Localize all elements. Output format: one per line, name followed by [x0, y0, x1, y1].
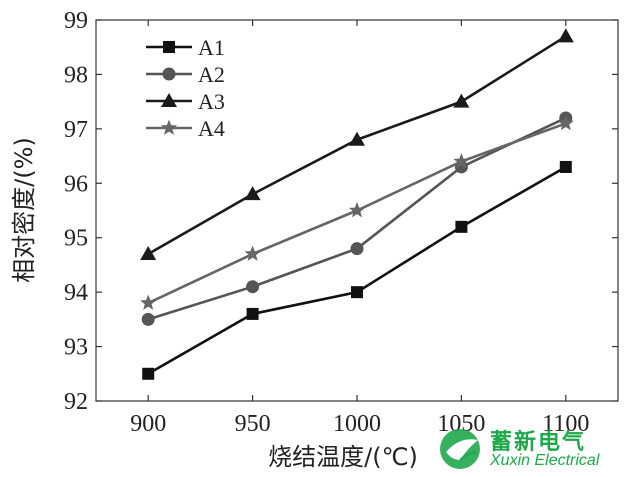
data-point-A2: [141, 312, 155, 326]
y-axis-label: 相对密度/(%): [10, 137, 38, 283]
data-point-A2: [350, 242, 364, 256]
legend-item-A2: A2: [146, 62, 225, 87]
legend-label: A2: [198, 62, 225, 87]
y-tick-label: 97: [64, 117, 88, 143]
data-point-A1: [351, 286, 363, 299]
x-tick-label: 900: [130, 411, 166, 437]
data-point-A3: [349, 131, 365, 146]
data-point-A4: [140, 294, 157, 310]
series-A1: [142, 160, 572, 380]
data-point-A1: [559, 160, 572, 173]
data-point-A3: [140, 246, 157, 261]
legend-label: A3: [198, 89, 225, 114]
x-tick-label: 950: [235, 411, 271, 437]
data-point-A2: [246, 280, 260, 294]
data-point-A3: [557, 28, 574, 43]
series-A3: [140, 28, 574, 261]
legend-label: A1: [198, 35, 225, 60]
legend-item-A3: A3: [146, 89, 225, 114]
legend-item-A1: A1: [146, 35, 225, 60]
leaf-logo-icon: [440, 429, 480, 469]
series-line-A1: [147, 165, 567, 375]
data-point-A4: [557, 114, 574, 131]
legend-marker: [163, 41, 175, 53]
data-point-A1: [455, 220, 468, 233]
y-tick-label: 98: [64, 62, 88, 88]
legend-marker: [160, 119, 178, 135]
y-tick-label: 99: [64, 8, 88, 34]
data-point-A3: [244, 186, 261, 201]
y-tick-label: 95: [64, 226, 88, 252]
data-point-A1: [142, 367, 155, 380]
y-tick-label: 93: [64, 335, 88, 361]
legend-marker: [162, 67, 176, 81]
y-tick-label: 96: [64, 171, 88, 197]
watermark-subtitle: Xuxin Electrical: [490, 452, 600, 469]
data-point-A4: [348, 202, 366, 218]
legend-item-A4: A4: [146, 116, 225, 141]
data-point-A1: [246, 307, 259, 320]
y-tick-label: 94: [64, 280, 88, 306]
series-group: [140, 28, 574, 380]
x-tick-label: 1000: [333, 411, 381, 437]
watermark-logo: 蓄新电气 Xuxin Electrical: [436, 424, 636, 474]
legend-label: A4: [198, 116, 225, 141]
series-A4: [140, 114, 574, 310]
x-tick-label: 1100: [542, 411, 589, 437]
watermark-title: 蓄新电气: [490, 430, 587, 455]
legend-marker: [161, 93, 177, 107]
y-tick-label: 92: [64, 389, 88, 415]
x-axis-label: 烧结温度/(℃): [268, 443, 418, 471]
data-point-A4: [453, 153, 470, 169]
data-point-A3: [453, 93, 470, 108]
data-point-A4: [244, 245, 261, 261]
